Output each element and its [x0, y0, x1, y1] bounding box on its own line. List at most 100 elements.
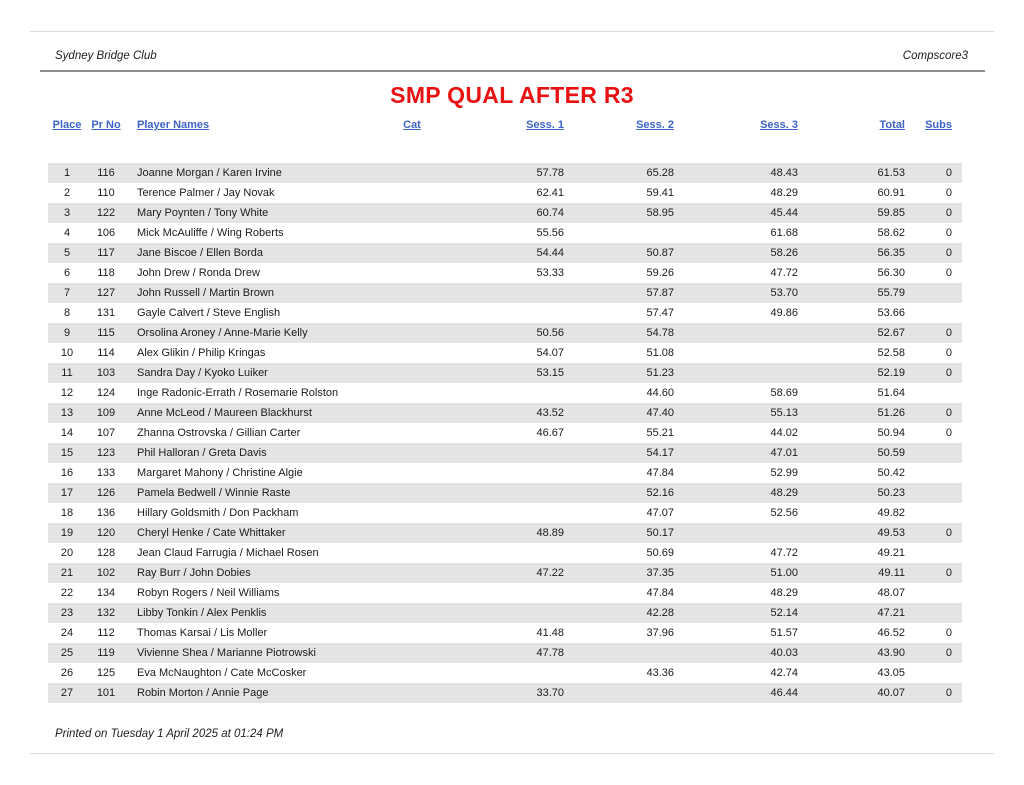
cell-total: 51.26 — [877, 407, 905, 419]
cell-subs: 0 — [945, 267, 952, 279]
table-row: 13 109 Anne McLeod / Maureen Blackhurst … — [48, 403, 962, 423]
cell-total: 50.94 — [877, 427, 905, 439]
cell-subs — [905, 543, 962, 563]
table-row: 24 112 Thomas Karsai / Lis Moller 41.48 … — [48, 623, 962, 643]
cell-cat — [376, 183, 448, 203]
cell-place: 6 — [63, 267, 71, 279]
cell-sess-3: 58.26 — [770, 247, 798, 259]
print-timestamp: Printed on Tuesday 1 April 2025 at 01:24… — [55, 728, 284, 740]
cell-sess-1: 60.74 — [536, 207, 564, 219]
cell-player-names: Robin Morton / Annie Page — [137, 687, 269, 699]
cell-cat — [376, 523, 448, 543]
cell-sess-3: 48.29 — [770, 187, 798, 199]
cell-sess-1: 54.07 — [536, 347, 564, 359]
cell-sess-1: 62.41 — [536, 187, 564, 199]
cell-subs: 0 — [945, 407, 952, 419]
cell-place: 15 — [60, 447, 74, 459]
cell-total: 59.85 — [877, 207, 905, 219]
cell-cat — [376, 643, 448, 663]
cell-total: 50.23 — [877, 487, 905, 499]
cell-sess-1: 53.15 — [536, 367, 564, 379]
cell-total: 49.11 — [878, 567, 905, 579]
cell-subs: 0 — [945, 647, 952, 659]
cell-player-names: John Russell / Martin Brown — [137, 287, 274, 299]
cell-cat — [376, 263, 448, 283]
cell-sess-2 — [564, 683, 674, 703]
cell-sess-1: 47.78 — [536, 647, 564, 659]
cell-sess-2: 65.28 — [646, 167, 674, 179]
cell-cat — [376, 583, 448, 603]
cell-sess-2: 51.23 — [646, 367, 674, 379]
cell-sess-2: 52.16 — [646, 487, 674, 499]
cell-pr-no: 107 — [96, 427, 116, 439]
cell-sess-2: 50.69 — [646, 547, 674, 559]
cell-total: 49.82 — [877, 507, 905, 519]
page-bottom-edge — [30, 753, 994, 754]
cell-pr-no: 102 — [96, 567, 116, 579]
col-header-sess-2[interactable]: Sess. 2 — [636, 119, 674, 131]
cell-sess-3: 51.00 — [770, 567, 798, 579]
table-row: 17 126 Pamela Bedwell / Winnie Raste 52.… — [48, 483, 962, 503]
cell-place: 16 — [60, 467, 74, 479]
cell-place: 1 — [63, 167, 71, 179]
cell-sess-3: 45.44 — [770, 207, 798, 219]
cell-total: 58.62 — [877, 227, 905, 239]
header-divider — [40, 70, 985, 72]
table-row: 6 118 John Drew / Ronda Drew 53.33 59.26… — [48, 263, 962, 283]
table-row: 27 101 Robin Morton / Annie Page 33.70 4… — [48, 683, 962, 703]
table-row: 8 131 Gayle Calvert / Steve English 57.4… — [48, 303, 962, 323]
cell-sess-1 — [448, 603, 564, 623]
cell-place: 11 — [61, 367, 73, 379]
cell-subs — [905, 383, 962, 403]
cell-sess-1: 54.44 — [536, 247, 564, 259]
table-row: 3 122 Mary Poynten / Tony White 60.74 58… — [48, 203, 962, 223]
cell-place: 22 — [60, 587, 74, 599]
cell-cat — [376, 683, 448, 703]
cell-sess-2 — [564, 223, 674, 243]
col-header-sess-3[interactable]: Sess. 3 — [760, 119, 798, 131]
col-header-player-names[interactable]: Player Names — [137, 119, 210, 131]
cell-sess-3 — [674, 343, 798, 363]
cell-cat — [376, 663, 448, 683]
cell-pr-no: 103 — [96, 367, 116, 379]
table-row: 20 128 Jean Claud Farrugia / Michael Ros… — [48, 543, 962, 563]
cell-sess-3: 44.02 — [770, 427, 798, 439]
cell-place: 7 — [63, 287, 71, 299]
cell-place: 18 — [60, 507, 74, 519]
cell-sess-3: 55.13 — [770, 407, 798, 419]
cell-sess-2: 37.96 — [646, 627, 674, 639]
cell-player-names: John Drew / Ronda Drew — [137, 267, 260, 279]
cell-pr-no: 114 — [97, 347, 115, 359]
cell-player-names: Joanne Morgan / Karen Irvine — [137, 167, 282, 179]
cell-place: 21 — [60, 567, 74, 579]
col-header-pr-no[interactable]: Pr No — [91, 119, 121, 131]
cell-total: 50.42 — [877, 467, 905, 479]
cell-subs — [905, 443, 962, 463]
table-row: 9 115 Orsolina Aroney / Anne-Marie Kelly… — [48, 323, 962, 343]
cell-cat — [376, 343, 448, 363]
col-header-sess-1[interactable]: Sess. 1 — [526, 119, 564, 131]
table-row: 19 120 Cheryl Henke / Cate Whittaker 48.… — [48, 523, 962, 543]
cell-pr-no: 106 — [96, 227, 116, 239]
cell-place: 9 — [63, 327, 71, 339]
cell-place: 3 — [63, 207, 71, 219]
cell-player-names: Thomas Karsai / Lis Moller — [137, 627, 268, 639]
table-row: 10 114 Alex Glikin / Philip Kringas 54.0… — [48, 343, 962, 363]
cell-total: 52.19 — [877, 367, 905, 379]
cell-pr-no: 101 — [96, 687, 116, 699]
cell-player-names: Orsolina Aroney / Anne-Marie Kelly — [137, 327, 308, 339]
results-table: 1 116 Joanne Morgan / Karen Irvine 57.78… — [48, 163, 962, 703]
app-name: Compscore3 — [902, 50, 968, 62]
col-header-place[interactable]: Place — [52, 119, 82, 131]
cell-sess-3: 42.74 — [770, 667, 798, 679]
col-header-total[interactable]: Total — [879, 119, 905, 131]
cell-player-names: Sandra Day / Kyoko Luiker — [137, 367, 268, 379]
col-header-subs[interactable]: Subs — [925, 119, 952, 131]
col-header-cat[interactable]: Cat — [403, 119, 421, 131]
cell-subs: 0 — [945, 167, 952, 179]
cell-pr-no: 115 — [97, 327, 115, 339]
cell-player-names: Mick McAuliffe / Wing Roberts — [137, 227, 284, 239]
cell-sess-1 — [448, 463, 564, 483]
cell-cat — [376, 363, 448, 383]
cell-player-names: Mary Poynten / Tony White — [137, 207, 269, 219]
